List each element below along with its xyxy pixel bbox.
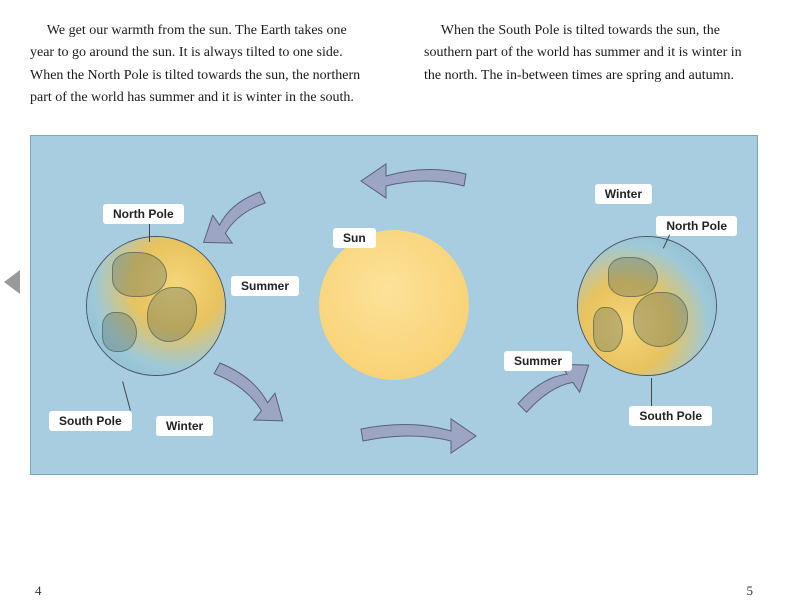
- right-paragraph: When the South Pole is tilted towards th…: [424, 20, 758, 87]
- label-summer-right: Summer: [504, 351, 572, 371]
- page-number-right: 5: [747, 583, 754, 599]
- right-column: When the South Pole is tilted towards th…: [424, 20, 758, 110]
- label-north-pole-left: North Pole: [103, 204, 184, 224]
- pointer: [122, 381, 131, 410]
- landmass: [633, 292, 688, 347]
- sun: [319, 230, 469, 380]
- label-south-pole-left: South Pole: [49, 411, 132, 431]
- label-south-pole-right: South Pole: [629, 406, 712, 426]
- page-number-left: 4: [35, 583, 42, 599]
- text-columns: We get our warmth from the sun. The Eart…: [0, 0, 788, 120]
- landmass: [608, 257, 658, 297]
- earth-left: [86, 236, 226, 376]
- left-paragraph: We get our warmth from the sun. The Eart…: [30, 20, 364, 110]
- seasons-diagram: North Pole Summer South Pole Winter Sun …: [30, 135, 758, 475]
- earth-right: [577, 236, 717, 376]
- label-north-pole-right: North Pole: [656, 216, 737, 236]
- landmass: [593, 307, 623, 352]
- left-column: We get our warmth from the sun. The Eart…: [30, 20, 364, 110]
- landmass: [102, 312, 137, 352]
- label-winter-left: Winter: [156, 416, 213, 436]
- label-summer-left: Summer: [231, 276, 299, 296]
- pointer: [651, 378, 652, 406]
- prev-page-icon[interactable]: [4, 270, 20, 294]
- pointer: [149, 224, 150, 242]
- orbit-arrow-bottom: [351, 411, 481, 461]
- landmass: [112, 252, 167, 297]
- label-winter-right: Winter: [595, 184, 652, 204]
- orbit-arrow-top: [356, 156, 476, 206]
- label-sun: Sun: [333, 228, 376, 248]
